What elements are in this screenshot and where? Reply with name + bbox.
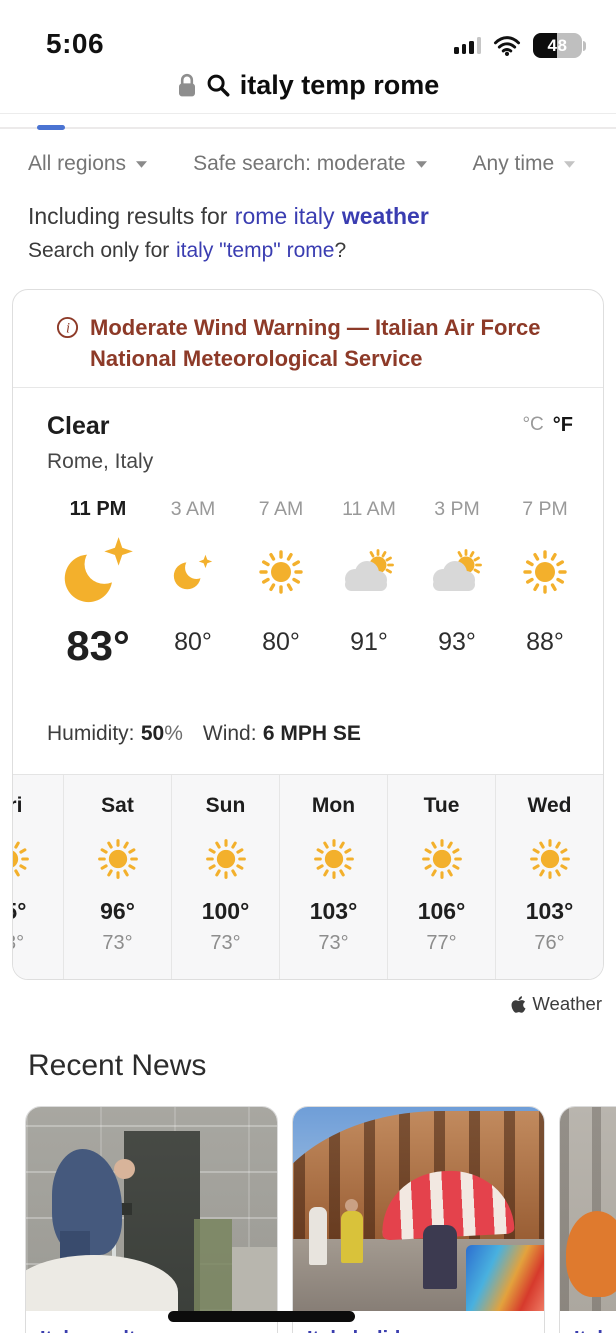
status-icons: 48 xyxy=(454,33,586,60)
hourly-item: 7 AM 80° xyxy=(257,498,305,656)
moon-stars-icon xyxy=(170,524,216,620)
hourly-forecast: 11 PM 83° 3 AM xyxy=(47,498,589,670)
result-notes: Including results for rome italy weather S… xyxy=(0,203,616,263)
partly-cloudy-icon xyxy=(430,524,484,620)
search-only-text: Search only for xyxy=(28,239,170,262)
partly-cloudy-icon xyxy=(342,524,396,620)
search-only-question-mark: ? xyxy=(334,239,347,262)
news-carousel[interactable]: Italy swelters Italy holiday Italy xyxy=(0,1106,616,1333)
chevron-down-icon xyxy=(136,160,148,168)
daily-item-sat: Sat 96° 73° xyxy=(63,775,171,979)
battery-percent: 48 xyxy=(547,35,568,55)
cellular-signal-icon xyxy=(454,37,481,54)
celsius-toggle[interactable]: °C xyxy=(522,414,544,435)
chevron-down-icon xyxy=(564,160,576,168)
sun-icon xyxy=(257,524,305,620)
info-circle-icon: i xyxy=(56,316,79,339)
daily-item-mon: Mon 103° 73° xyxy=(279,775,387,979)
daily-item-tue: Tue 106° 77° xyxy=(387,775,495,979)
moon-stars-icon xyxy=(60,524,136,620)
news-image-fountain xyxy=(26,1107,277,1311)
news-card[interactable]: Italy xyxy=(559,1106,616,1333)
home-indicator[interactable] xyxy=(168,1311,355,1322)
hourly-item: 7 PM 88° xyxy=(521,498,569,656)
search-only-link[interactable]: italy "temp" rome xyxy=(175,239,335,262)
weather-card: i Moderate Wind Warning — Italian Air Fo… xyxy=(12,289,604,980)
recent-news-heading: Recent News xyxy=(28,1049,207,1082)
tab-strip xyxy=(0,113,616,130)
wifi-icon xyxy=(493,35,521,56)
attribution-label: Weather xyxy=(532,993,602,1014)
status-bar: 5:06 48 xyxy=(0,0,616,60)
news-title[interactable]: Italy swelters xyxy=(26,1311,277,1333)
hourly-item: 11 AM 91° xyxy=(342,498,396,656)
search-bar[interactable]: italy temp rome xyxy=(0,60,616,110)
news-title[interactable]: Italy xyxy=(560,1311,616,1333)
battery-icon: 48 xyxy=(533,33,586,58)
weather-attribution[interactable]: Weather xyxy=(0,993,602,1015)
daily-item-sun: Sun 100° 73° xyxy=(171,775,279,979)
active-tab-indicator xyxy=(37,125,65,130)
unit-toggle: °C °F xyxy=(522,412,573,474)
daily-forecast-strip[interactable]: Fri 95° 73° xyxy=(13,774,603,979)
apple-logo-icon xyxy=(511,995,526,1013)
news-card[interactable]: Italy holiday xyxy=(292,1106,545,1333)
including-results-link[interactable]: rome italy xyxy=(234,203,335,229)
filter-bar: All regions Safe search: moderate Any ti… xyxy=(0,152,616,176)
chevron-down-icon xyxy=(415,160,427,168)
news-image-partial xyxy=(560,1107,616,1311)
sun-icon xyxy=(521,524,569,620)
lock-icon xyxy=(177,72,197,98)
sun-icon xyxy=(312,835,356,883)
search-icon xyxy=(206,73,231,98)
clock: 5:06 xyxy=(46,28,105,59)
daily-item-fri: Fri 95° 73° xyxy=(13,775,63,979)
sun-icon xyxy=(420,835,464,883)
hourly-item: 3 AM 80° xyxy=(170,498,216,656)
current-weather: Clear Rome, Italy °C °F 11 PM xyxy=(13,388,603,774)
fahrenheit-toggle[interactable]: °F xyxy=(552,414,573,436)
sun-icon xyxy=(528,835,572,883)
safe-search-filter[interactable]: Safe search: moderate xyxy=(193,152,427,176)
wind-readout: Wind: 6 MPH SE xyxy=(202,722,361,745)
conditions-row: Humidity: 50% Wind: 6 MPH SE xyxy=(47,722,589,774)
time-filter[interactable]: Any time xyxy=(473,152,576,176)
news-title[interactable]: Italy holiday xyxy=(293,1311,544,1333)
sun-icon xyxy=(13,835,31,883)
warning-text: Moderate Wind Warning — Italian Air Forc… xyxy=(90,315,541,371)
location-label: Rome, Italy xyxy=(47,450,154,473)
sun-icon xyxy=(96,835,140,883)
weather-warning[interactable]: i Moderate Wind Warning — Italian Air Fo… xyxy=(13,290,603,388)
sun-icon xyxy=(204,835,248,883)
svg-text:i: i xyxy=(66,320,70,336)
region-filter[interactable]: All regions xyxy=(28,152,148,176)
news-image-colosseum xyxy=(293,1107,544,1311)
condition-label: Clear xyxy=(47,412,110,440)
hourly-item: 3 PM 93° xyxy=(413,498,501,670)
including-results-text: Including results for xyxy=(28,203,228,229)
hourly-item-now: 11 PM 83° xyxy=(47,498,149,670)
search-query[interactable]: italy temp rome xyxy=(239,69,440,100)
including-results-link-bold[interactable]: weather xyxy=(341,203,429,229)
news-card[interactable]: Italy swelters xyxy=(25,1106,278,1333)
daily-item-wed: Wed 103° 76° xyxy=(495,775,603,979)
humidity-readout: Humidity: 50% xyxy=(47,722,183,745)
